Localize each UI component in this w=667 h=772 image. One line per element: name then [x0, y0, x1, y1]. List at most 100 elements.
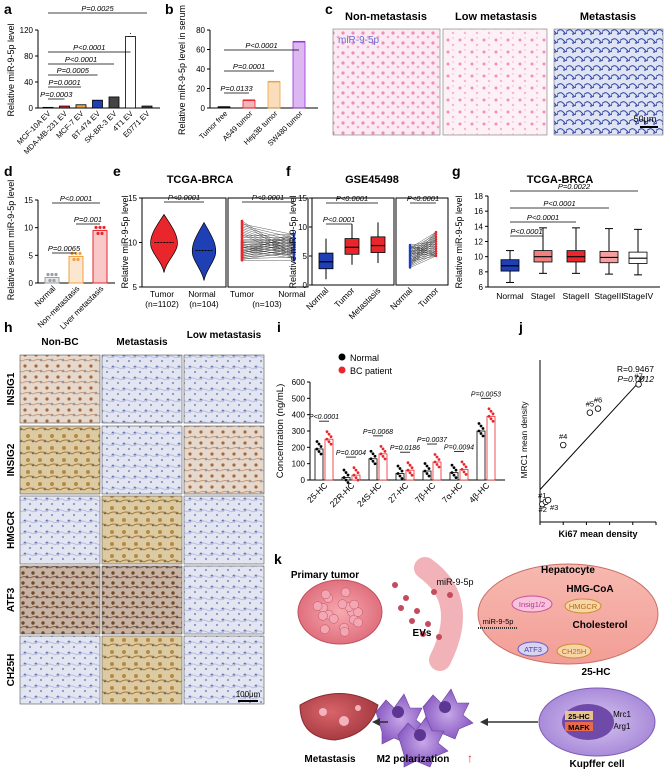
- panel-e-pair-point-normal: [292, 243, 296, 247]
- panel-i-category-label: 4β-HC: [467, 480, 492, 505]
- panel-j-point-label: #5: [586, 400, 594, 409]
- panel-label-j: j: [518, 319, 523, 335]
- panel-i-legend-normal-marker: [338, 353, 346, 361]
- panel-f-pair-point-tumor: [434, 252, 438, 255]
- ev-particle: [447, 592, 453, 598]
- panel-j-point-label: #1: [538, 491, 546, 500]
- panel-f-frame-right: [395, 197, 449, 286]
- ihc-image: [101, 495, 183, 565]
- panel-j-fit-line: [539, 375, 645, 490]
- panel-f-pair-line: [409, 243, 437, 247]
- ev-particle: [403, 595, 409, 601]
- panel-i-category-label: 24S-HC: [355, 480, 383, 508]
- panel-i-point-normal: [450, 463, 454, 467]
- panel-g-group-label: StageIV: [623, 291, 654, 301]
- panel-label-f: f: [286, 163, 291, 179]
- panel-f-pvalue: P<0.0001: [336, 194, 368, 203]
- panel-i-point-bc: [329, 442, 333, 446]
- ev-particle: [409, 618, 415, 624]
- panel-d-bar: [44, 276, 60, 284]
- panel-g-box-chart: TCGA-BRCA Relative miR-9-5p level 6 8 10 12 14…: [454, 174, 660, 301]
- ev-particle: [425, 621, 431, 627]
- panel-i-bar-normal: [422, 470, 432, 481]
- panel-e-pair-line: [241, 238, 295, 254]
- m2-nucleus: [414, 729, 426, 741]
- hepatocyte-label: Hepatocyte: [541, 565, 595, 576]
- panel-e-pair-line: [241, 251, 295, 260]
- panel-e-pair-line: [241, 233, 295, 249]
- panel-e-pair-line: [241, 238, 295, 242]
- panel-f-group-label: Tumor: [332, 285, 356, 309]
- panel-i-legend-bc-marker: [338, 366, 346, 374]
- panel-f-y-label: Relative miR-9-5p level: [288, 195, 298, 288]
- panel-f-pvalue: P<0.0001: [323, 215, 355, 224]
- panel-d-point: [98, 225, 102, 230]
- panel-i-point-bc: [489, 417, 493, 421]
- panel-a-bar: [108, 96, 120, 109]
- panel-i-point-bc: [410, 466, 414, 470]
- panel-g-group-label: StageIII: [594, 291, 623, 301]
- panel-i-y-tick-label: 200: [292, 443, 306, 452]
- mirna-inner-label: miR-9-5p: [483, 617, 514, 626]
- panel-a-pvalue: P<0.0001: [73, 43, 105, 52]
- panel-f-pair-point-tumor: [434, 242, 438, 246]
- panel-i-point-bc: [491, 419, 495, 423]
- panel-b-pvalue: P<0.0001: [245, 41, 277, 50]
- ihc-image: [183, 635, 265, 705]
- panel-label-d: d: [4, 163, 13, 179]
- atf3-label: ATF3: [524, 645, 542, 654]
- arrow-head: [372, 718, 380, 726]
- panel-e-pair-line: [241, 222, 295, 259]
- panel-e-pair-line: [241, 247, 295, 253]
- panel-j-point: [586, 409, 594, 416]
- panel-h-column-header: Low metastasis: [187, 330, 262, 341]
- panel-i-point-bc: [462, 462, 466, 466]
- panel-h-ihc-grid: Non-BC Metastasis Low metastasis INSIG1 INSI…: [6, 330, 265, 705]
- panel-j-stat-p: P=0.0012: [617, 374, 654, 384]
- hmgcr-oval: [564, 598, 602, 614]
- panel-i-point-normal: [346, 481, 350, 484]
- panel-g-pvalue: P=0.0022: [558, 182, 591, 191]
- panel-j-x-label: Ki67 mean density: [558, 529, 637, 539]
- panel-j-point: [594, 405, 602, 412]
- tumor-cell: [349, 599, 359, 610]
- panel-i-category-label: 7β-HC: [413, 480, 438, 505]
- panel-d-point: [94, 225, 98, 230]
- panel-d-pvalue: P<0.0001: [60, 194, 92, 203]
- panel-i-point-bc: [437, 458, 441, 461]
- ihc-image: [101, 635, 183, 705]
- panel-e-pair-point-normal: [292, 259, 296, 262]
- ev-particle: [398, 605, 404, 611]
- panel-f-pair-line: [409, 250, 437, 252]
- liver: [299, 693, 379, 741]
- panel-e-group-label: Normal: [278, 289, 306, 299]
- panel-h-column-header: Non-BC: [41, 337, 78, 348]
- arrow-head: [480, 718, 488, 726]
- panel-i-point-bc: [356, 471, 360, 474]
- panel-b-y-tick-label: 0: [201, 104, 206, 113]
- kupffer-25hc-label: 25-HC: [568, 712, 590, 721]
- panel-a-bar: [141, 105, 153, 109]
- m2-nucleus: [392, 706, 404, 718]
- panel-i-point-bc: [408, 463, 412, 467]
- panel-d-bar: [68, 255, 84, 284]
- panel-i-point-bc: [406, 461, 410, 465]
- liver-lesion: [355, 705, 361, 711]
- panel-label-g: g: [452, 163, 461, 179]
- panel-f-box: [370, 236, 386, 253]
- panel-label-i: i: [277, 319, 281, 335]
- panel-e-pair-line: [241, 231, 295, 252]
- panel-h-row-label: INSIG2: [6, 443, 17, 476]
- panel-i-category-label: 22R-HC: [328, 480, 357, 509]
- panel-f-group-label: Tumor: [416, 285, 440, 309]
- panel-e-pair-line: [241, 250, 295, 259]
- panel-a-bar: [125, 36, 136, 109]
- panel-d-y-tick-label: 5: [29, 251, 34, 260]
- panel-d-point: [54, 272, 58, 277]
- panel-i-point-normal: [452, 466, 456, 470]
- panel-j-point: [635, 381, 642, 388]
- panel-j-scatter-chart: MRC1 mean density Ki67 mean density R=0.94…: [519, 360, 657, 539]
- panel-i-point-bc: [433, 460, 437, 464]
- panel-i-point-normal: [373, 462, 377, 466]
